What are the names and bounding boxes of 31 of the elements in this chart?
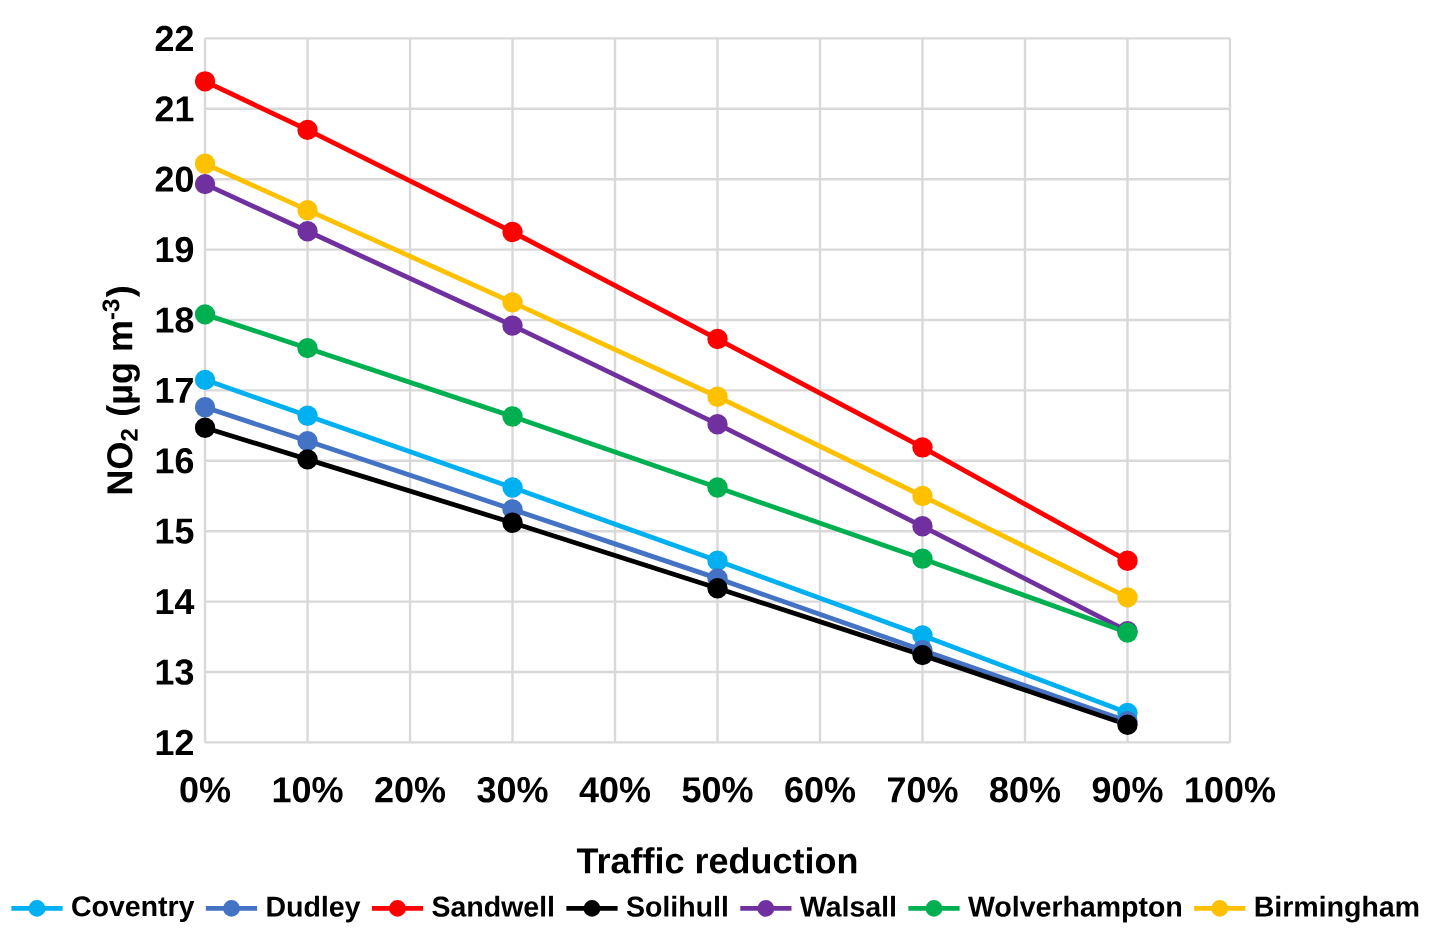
x-tick-label: 50%	[682, 776, 753, 803]
x-tick-label: 100%	[1186, 776, 1276, 803]
y-tick-label: 14	[156, 589, 195, 614]
y-tick-label: 17	[156, 377, 193, 403]
legend-label: Coventry	[72, 895, 195, 922]
y-tick-label: 15	[156, 518, 194, 544]
y-tick-label: 16	[156, 447, 194, 474]
legend-label: Birmingham	[1255, 895, 1419, 923]
legend-label: Wolverhampton	[968, 895, 1182, 923]
y-tick-label: 20	[155, 166, 193, 192]
legend-label: Dudley	[267, 895, 361, 923]
y-tick-label: 18	[156, 307, 194, 333]
y-axis-title: NO$_{2}$ (µg m$^{-3}$)	[102, 286, 140, 493]
x-tick-label: 60%	[785, 776, 856, 803]
y-tick-label: 22	[155, 25, 194, 51]
x-tick-label: 30%	[477, 776, 548, 803]
x-tick-label: 80%	[990, 776, 1061, 803]
x-axis-title: Traffic reduction	[576, 846, 857, 874]
legend-label: Walsall	[799, 895, 895, 917]
x-tick-label: 20%	[375, 776, 446, 803]
legend-label: Sandwell	[432, 895, 553, 917]
y-tick-label: 12	[156, 729, 194, 755]
x-tick-label: 40%	[579, 776, 651, 803]
y-tick-label: 21	[155, 96, 194, 122]
y-tick-label: 19	[156, 236, 194, 263]
x-tick-label: 90%	[1092, 776, 1163, 803]
x-tick-label: 70%	[888, 776, 958, 803]
y-tick-label: 13	[156, 659, 194, 685]
x-tick-label: 10%	[273, 776, 343, 803]
legend-label: Solihull	[626, 895, 727, 917]
x-tick-label: 0%	[180, 776, 231, 803]
